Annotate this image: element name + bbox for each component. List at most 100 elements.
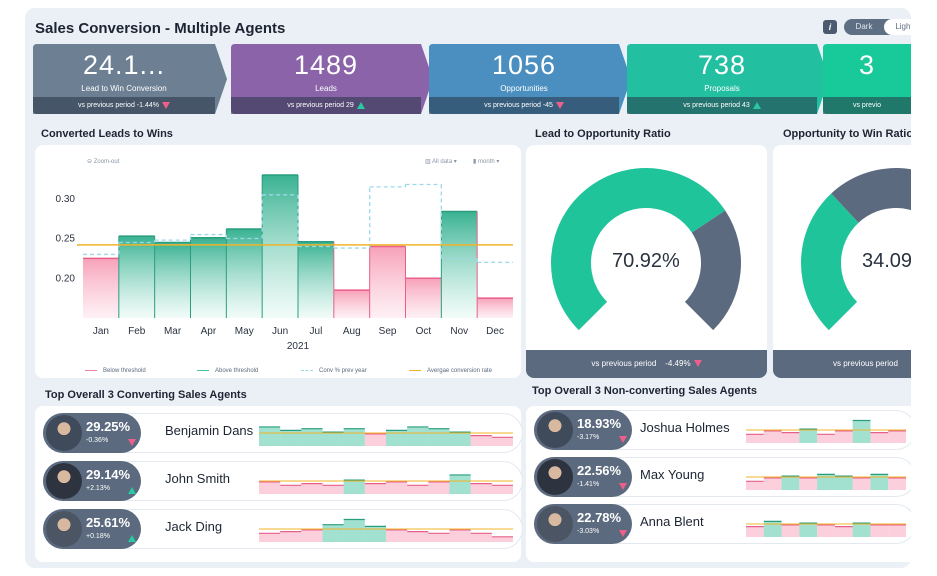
agent-row[interactable]: 22.56% -1.41% Max Young [534,457,911,497]
lead-opportunity-footer: vs previous period -4.49% [526,350,767,378]
agent-percent: 25.61% [86,515,131,530]
converting-agents-title: Top Overall 3 Converting Sales Agents [45,389,247,401]
spark-bar [470,483,492,494]
x-tick-label: Aug [343,326,361,337]
agent-change: +2.13% [86,485,110,492]
donut-value-arc[interactable] [551,168,726,331]
agent-percent: 29.14% [86,467,131,482]
donut-remainder-arc[interactable] [684,210,741,331]
legend-label: Conv % prev year [319,368,367,374]
agent-change: +0.18% [86,533,110,540]
zoom-out-control[interactable]: ⊖ Zoom-out [87,159,120,165]
legend-item[interactable]: Avergae conversion rate [409,368,492,374]
legend-item[interactable]: Above threshold [197,368,258,374]
spark-bar [746,434,764,443]
data-dropdown[interactable]: ▥ All data ▾ [425,159,457,165]
spark-bar [491,437,513,446]
spark-bar [799,523,818,537]
kpi-background [627,44,829,114]
trend-down-icon [693,360,702,368]
donut-value-arc[interactable] [801,193,859,331]
bar-feb[interactable] [118,236,155,318]
bar-oct[interactable] [405,278,442,318]
legend-label: Below threshold [103,368,146,374]
x-tick-label: Oct [416,326,432,337]
bar-apr[interactable] [190,237,227,318]
kpi-card[interactable]: 3 vs previo [823,44,911,114]
spark-bar [449,432,471,446]
agent-percent: 22.56% [577,463,622,478]
avatar [537,506,573,542]
opportunity-win-panel: 34.09 vs previous period [773,145,911,378]
kpi-background [429,44,631,114]
bar-jan[interactable] [83,258,119,318]
donut-remainder-arc[interactable] [831,168,911,330]
lead-opportunity-value: 70.92% [612,250,680,272]
spark-bar [781,524,800,537]
bar-dec[interactable] [477,298,513,318]
theme-light-option[interactable]: Light [884,19,911,35]
trend-up-icon [752,101,761,109]
trend-up-icon [356,101,365,109]
bar-jun[interactable] [262,174,298,318]
kpi-footer-band [231,97,421,114]
dashboard-canvas: Sales Conversion - Multiple Agents i Dar… [25,8,911,568]
spark-bar [301,529,323,542]
kpi-card[interactable]: 1056 Opportunities vs previous period -45 [429,44,631,114]
kpi-card[interactable]: 24.1... Lead to Win Conversion vs previous… [33,44,227,114]
page-title: Sales Conversion - Multiple Agents [35,20,286,37]
theme-toggle[interactable]: Dark Light [844,19,911,35]
spark-bar [322,524,344,542]
converted-leads-title: Converted Leads to Wins [41,128,173,140]
agent-percent: 29.25% [86,419,131,434]
spark-bar [746,526,764,537]
spark-bar [852,420,871,443]
agent-sparkline [746,419,906,443]
spark-bar [407,426,429,446]
x-tick-label: Feb [128,326,146,337]
bar-sep[interactable] [369,246,406,318]
opportunity-win-title: Opportunity to Win Ratio [783,128,911,140]
legend-swatch [85,369,97,371]
kpi-label: Leads [315,84,337,93]
spark-bar [280,485,302,494]
theme-dark-option[interactable]: Dark [855,22,873,31]
bar-jul[interactable] [298,241,334,318]
legend-swatch [409,369,421,371]
agent-name: Anna Blent [640,514,704,529]
spark-bar [799,477,818,490]
period-dropdown[interactable]: ▮ month ▾ [473,159,500,165]
spark-bar [746,481,764,490]
kpi-footer: vs previous period -45 [429,97,619,114]
trend-down-icon [555,101,564,109]
legend-item[interactable]: Below threshold [85,368,146,374]
legend-item[interactable]: Conv % prev year [301,368,367,374]
kpi-shape [231,44,433,114]
agent-row[interactable]: 18.93% -3.17% Joshua Holmes [534,410,911,450]
trend-down-icon [619,530,627,537]
spark-bar [343,428,365,446]
agent-row[interactable]: 29.14% +2.13% John Smith [43,461,523,501]
nonconverting-agents-title: Top Overall 3 Non-converting Sales Agent… [532,385,757,397]
bar-nov[interactable] [441,211,478,318]
kpi-card[interactable]: 1489 Leads vs previous period 29 [231,44,433,114]
spark-bar [428,533,450,542]
agent-row[interactable]: 22.78% -3.03% Anna Blent [534,504,911,544]
kpi-card[interactable]: 738 Proposals vs previous period 43 [627,44,829,114]
y-tick-label: 0.20 [56,273,76,284]
bar-mar[interactable] [154,242,191,319]
x-tick-label: Dec [486,326,504,337]
spark-bar [834,476,853,490]
kpi-value: 24.1... [82,50,166,80]
spark-bar [491,536,513,542]
bar-aug[interactable] [333,290,370,318]
agent-name: Max Young [640,467,705,482]
agent-row[interactable]: 25.61% +0.18% Jack Ding [43,509,523,549]
agent-name: John Smith [165,471,231,486]
info-button[interactable]: i [823,20,837,34]
spark-bar [322,432,344,446]
agent-row[interactable]: 29.25% -0.36% Benjamin Dans [43,413,523,453]
spark-bar [870,474,889,490]
bar-may[interactable] [226,228,263,318]
spark-bar [386,430,408,446]
